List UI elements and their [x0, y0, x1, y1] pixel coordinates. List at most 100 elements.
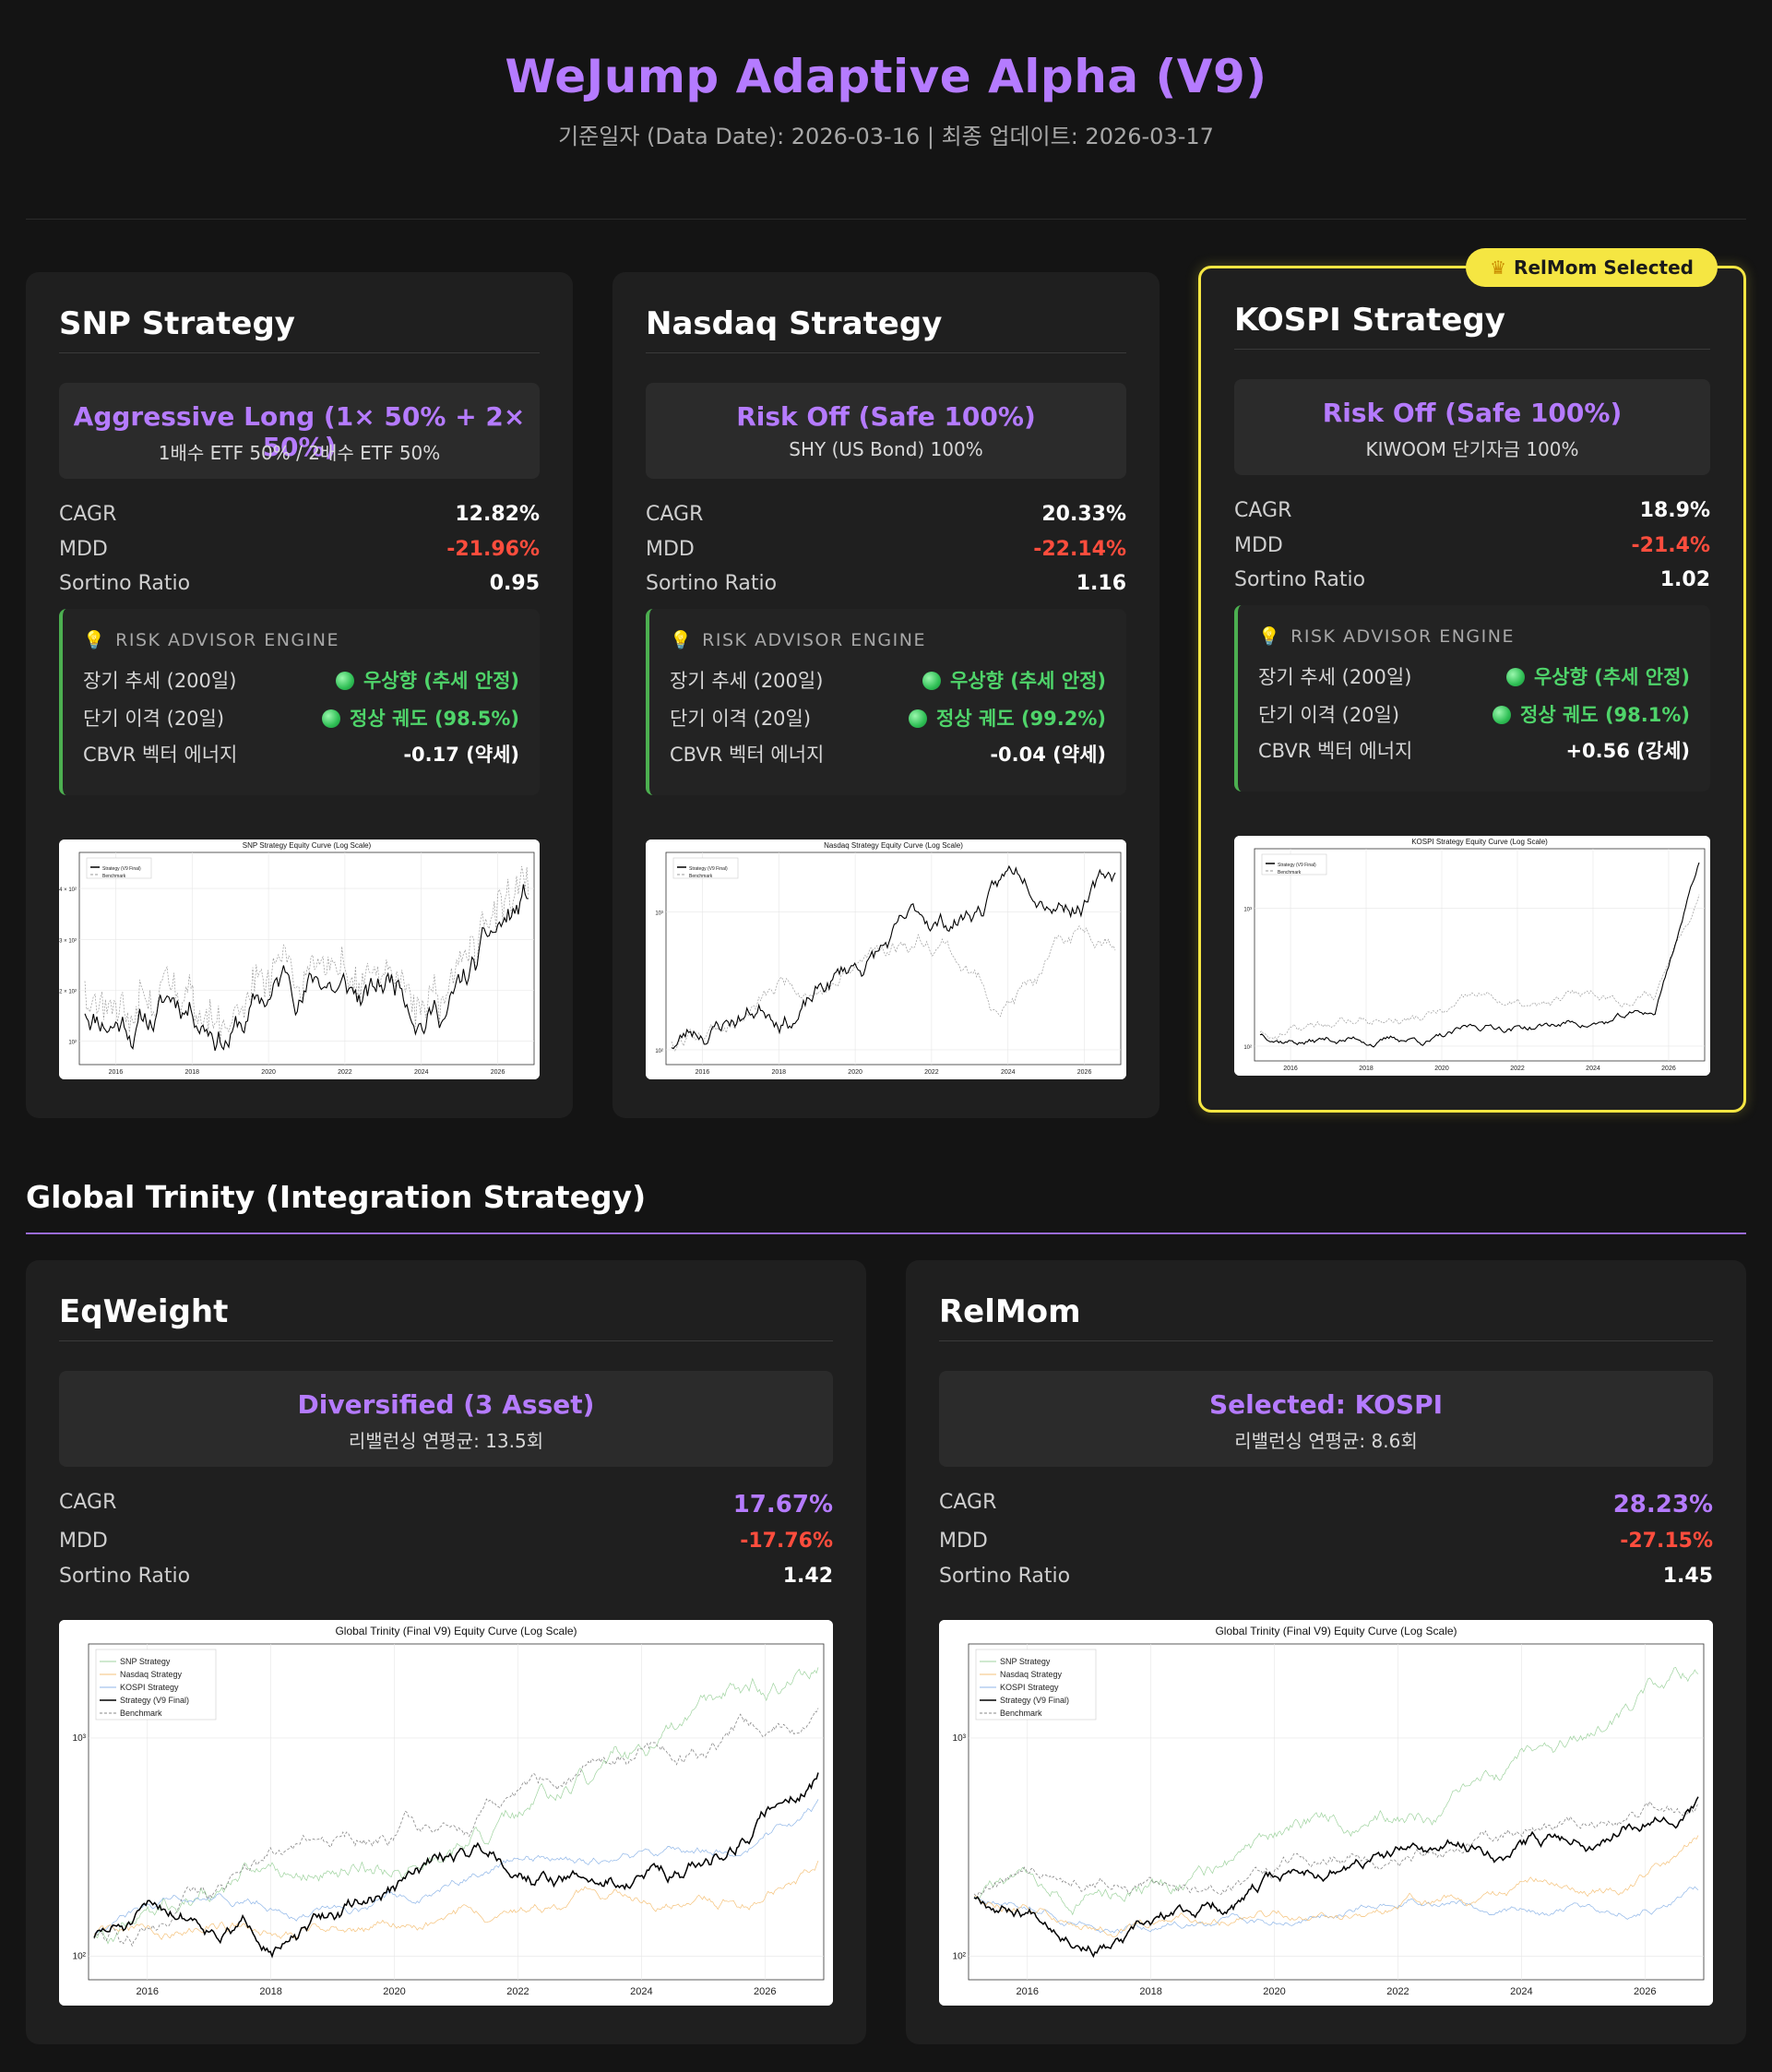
card-title: KOSPI Strategy	[1234, 302, 1710, 350]
legend-label: Strategy (V9 Final)	[102, 866, 141, 872]
risk-advisor-header: 💡 RISK ADVISOR ENGINE	[1258, 626, 1515, 647]
cagr-value: 12.82%	[455, 503, 540, 526]
x-tick-label: 2020	[1434, 1066, 1449, 1072]
mdd-value: -21.4%	[1631, 534, 1710, 557]
long-trend-row: 장기 추세 (200일) 우상향 (추세 안정)	[83, 666, 519, 694]
crown-icon: ♛	[1490, 256, 1507, 279]
legend-label: Strategy (V9 Final)	[1000, 1696, 1069, 1705]
position-box: Risk Off (Safe 100%) KIWOOM 단기자금 100%	[1234, 379, 1710, 475]
position-detail: 1배수 ETF 50% / 2배수 ETF 50%	[158, 442, 441, 464]
chart-title: KOSPI Strategy Equity Curve (Log Scale)	[1411, 838, 1548, 846]
long-trend-status: 우상향 (추세 안정)	[922, 666, 1106, 694]
x-tick-label: 2016	[1283, 1066, 1298, 1072]
legend-label: Benchmark	[689, 874, 713, 879]
x-tick-label: 2026	[1634, 1986, 1656, 1997]
chart-title: Global Trinity (Final V9) Equity Curve (…	[1215, 1625, 1457, 1637]
legend-label: Strategy (V9 Final)	[1278, 863, 1316, 868]
snp-strategy-card: SNP Strategy Aggressive Long (1× 50% + 2…	[26, 272, 573, 1118]
kospi-line	[93, 1860, 819, 1941]
legend-label: KOSPI Strategy	[1000, 1683, 1059, 1692]
short-deviation-row: 단기 이격 (20일) 정상 궤도 (99.2%)	[670, 704, 1106, 732]
mdd-label: MDD	[59, 538, 108, 561]
strategy-line	[1259, 862, 1700, 1048]
page-title: WeJump Adaptive Alpha (V9)	[505, 50, 1267, 103]
y-tick-label: 10²	[953, 1952, 967, 1962]
sortino-label: Sortino Ratio	[939, 1565, 1071, 1588]
plot-frame	[968, 1643, 1705, 1981]
eqweight-card: EqWeight Diversified (3 Asset) 리밸런싱 연평균:…	[26, 1260, 866, 2044]
y-tick-label: 2 × 10²	[59, 990, 77, 995]
green-dot-icon	[1505, 668, 1525, 686]
position-label: Risk Off (Safe 100%)	[1322, 398, 1623, 428]
y-tick-label: 10²	[1243, 1045, 1252, 1051]
x-tick-label: 2020	[848, 1069, 862, 1076]
x-tick-label: 2022	[338, 1069, 352, 1076]
legend-box	[1261, 853, 1327, 875]
cagr-value: 18.9%	[1639, 499, 1710, 522]
nasdaq-line	[973, 1886, 1699, 1934]
cbvr-value: -0.04 (약세)	[990, 744, 1106, 766]
x-tick-label: 2024	[630, 1986, 652, 1997]
short-deviation-status: 정상 궤도 (98.1%)	[1493, 700, 1690, 728]
legend-label: Strategy (V9 Final)	[120, 1696, 189, 1705]
page-header: WeJump Adaptive Alpha (V9) 기준일자 (Data Da…	[26, 0, 1746, 220]
sortino-value: 1.45	[1662, 1565, 1713, 1588]
data-date-subtitle: 기준일자 (Data Date): 2026-03-16 | 최종 업데이트: …	[558, 124, 1214, 149]
x-tick-label: 2020	[1263, 1986, 1285, 1997]
green-dot-icon	[922, 672, 941, 690]
equity-curve-chart: Nasdaq Strategy Equity Curve (Log Scale)…	[646, 840, 1126, 1079]
global-trinity-chart: Global Trinity (Final V9) Equity Curve (…	[939, 1620, 1713, 2006]
equity-curve-chart: KOSPI Strategy Equity Curve (Log Scale) 2…	[1234, 836, 1710, 1076]
green-dot-icon	[909, 709, 928, 728]
mdd-label: MDD	[1234, 534, 1283, 557]
legend-label: KOSPI Strategy	[120, 1683, 179, 1692]
cagr-label: CAGR	[939, 1491, 997, 1514]
green-dot-icon	[1493, 706, 1512, 724]
chart-background	[59, 840, 540, 1079]
mdd-value: -22.14%	[1033, 538, 1126, 561]
plot-frame	[78, 851, 535, 1066]
sortino-label: Sortino Ratio	[646, 572, 778, 595]
sortino-row: Sortino Ratio 1.16	[646, 572, 1126, 601]
short-deviation-row: 단기 이격 (20일) 정상 궤도 (98.5%)	[83, 704, 519, 732]
risk-advisor-panel: 💡 RISK ADVISOR ENGINE 장기 추세 (200일) 우상향 (추…	[59, 609, 540, 795]
sortino-label: Sortino Ratio	[59, 572, 191, 595]
x-tick-label: 2026	[1661, 1066, 1676, 1072]
position-detail: 리밸런싱 연평균: 13.5회	[348, 1430, 544, 1452]
sortino-label: Sortino Ratio	[1234, 568, 1366, 591]
legend-label: Benchmark	[1278, 870, 1302, 875]
x-tick-label: 2018	[1139, 1986, 1161, 1997]
benchmark-line	[93, 1708, 819, 1947]
cbvr-row: CBVR 벡터 에너지 -0.17 (약세)	[83, 740, 519, 768]
chart-legend: SNP Strategy Nasdaq Strategy KOSPI Strateg…	[975, 1649, 1097, 1721]
x-tick-label: 2022	[1386, 1986, 1409, 1997]
sortino-value: 1.42	[782, 1565, 833, 1588]
lightbulb-icon: 💡	[83, 630, 107, 650]
relmom-selected-badge: ♛ RelMom Selected	[1466, 248, 1718, 287]
legend-label: Nasdaq Strategy	[120, 1670, 183, 1679]
sortino-value: 1.02	[1659, 568, 1710, 591]
position-label: Risk Off (Safe 100%)	[736, 401, 1036, 432]
cagr-label: CAGR	[59, 1491, 117, 1514]
mdd-label: MDD	[59, 1530, 108, 1553]
x-tick-label: 2020	[383, 1986, 405, 1997]
legend-label: Strategy (V9 Final)	[689, 866, 728, 872]
mdd-row: MDD -27.15%	[939, 1530, 1713, 1559]
chart-svg: Global Trinity (Final V9) Equity Curve (…	[59, 1620, 833, 2006]
y-tick-label: 4 × 10²	[59, 887, 77, 893]
mdd-value: -17.76%	[740, 1530, 833, 1553]
mdd-row: MDD -22.14%	[646, 538, 1126, 567]
x-tick-label: 2022	[1510, 1066, 1525, 1072]
mdd-row: MDD -21.96%	[59, 538, 540, 567]
mdd-row: MDD -21.4%	[1234, 534, 1710, 564]
cbvr-value: -0.17 (약세)	[403, 744, 519, 766]
sortino-value: 1.16	[1076, 572, 1126, 595]
legend-box	[672, 857, 739, 879]
chart-svg: Global Trinity (Final V9) Equity Curve (…	[939, 1620, 1713, 2006]
position-detail: SHY (US Bond) 100%	[789, 438, 983, 460]
cagr-row: CAGR 28.23%	[939, 1491, 1713, 1520]
short-deviation-status: 정상 궤도 (98.5%)	[322, 704, 519, 732]
lightbulb-icon: 💡	[670, 630, 694, 650]
position-label: Diversified (3 Asset)	[297, 1389, 595, 1420]
legend-box	[95, 1649, 217, 1721]
